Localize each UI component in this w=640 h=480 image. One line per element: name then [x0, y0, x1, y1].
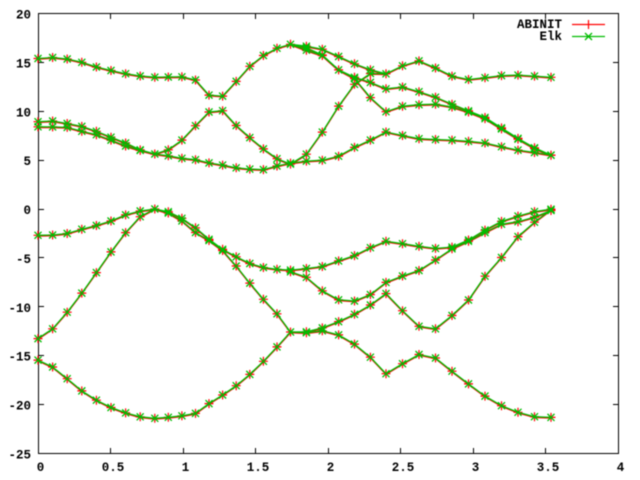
svg-text:0: 0	[23, 204, 31, 218]
svg-text:4: 4	[617, 461, 625, 475]
svg-text:-5: -5	[16, 253, 31, 267]
svg-text:1: 1	[182, 461, 190, 475]
svg-text:ABINIT: ABINIT	[517, 18, 563, 32]
svg-text:-15: -15	[8, 351, 31, 365]
svg-text:10: 10	[16, 106, 31, 120]
svg-text:2.5: 2.5	[392, 461, 415, 475]
svg-text:3: 3	[472, 461, 480, 475]
svg-text:Elk: Elk	[539, 30, 562, 44]
svg-text:1.5: 1.5	[247, 461, 270, 475]
svg-text:3.5: 3.5	[537, 461, 560, 475]
svg-text:5: 5	[23, 155, 31, 169]
svg-text:15: 15	[16, 57, 31, 71]
svg-text:2: 2	[327, 461, 335, 475]
svg-text:-20: -20	[8, 400, 31, 414]
svg-text:0: 0	[37, 461, 45, 475]
svg-text:-10: -10	[8, 302, 31, 316]
svg-text:0.5: 0.5	[102, 461, 125, 475]
svg-text:-25: -25	[8, 449, 31, 463]
svg-text:20: 20	[16, 9, 31, 23]
